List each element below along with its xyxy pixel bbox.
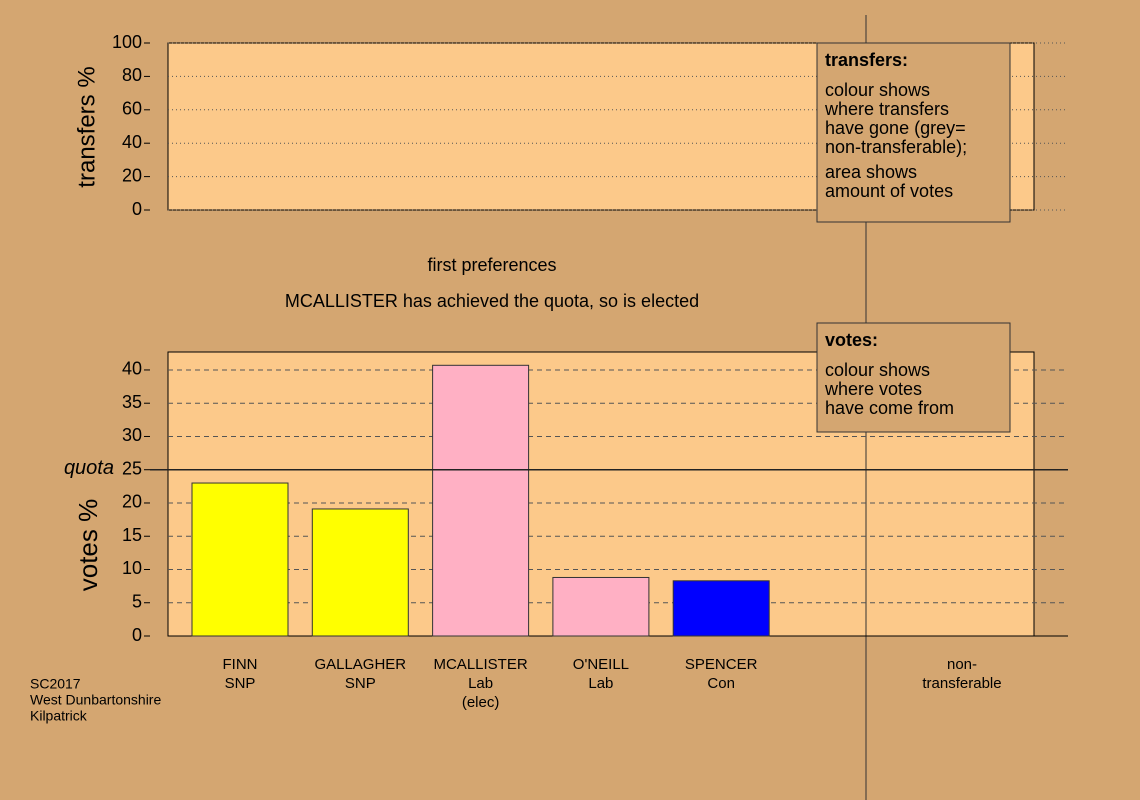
legend-title: votes: [825,330,878,350]
bar [311,508,409,637]
legend-text: have gone (grey= [825,118,966,138]
x-tick-label: Lab [588,675,613,692]
y-tick-label: 20 [122,492,142,512]
quota-label: quota [64,457,114,479]
y-tick-label: 35 [122,392,142,412]
x-tick-label: SNP [345,675,376,692]
y-tick-label: 25 [122,458,142,478]
x-tick-label: SNP [225,675,256,692]
bar [552,576,650,637]
y-axis-label: transfers % [73,66,100,187]
legend-text: amount of votes [825,181,953,201]
x-tick-label: transferable [922,675,1001,692]
y-tick-label: 100 [112,32,142,52]
legend-box [816,42,1011,223]
legend-text: have come from [825,398,954,418]
y-tick-label: 0 [132,199,142,219]
x-tick-label: Lab [468,675,493,692]
legend-text: colour shows [825,80,930,100]
chart-title: first preferences [427,255,556,275]
y-tick-label: 80 [122,65,142,85]
x-tick-label: Con [707,675,735,692]
y-tick-label: 40 [122,132,142,152]
legend-text: area shows [825,162,917,182]
y-tick-label: 40 [122,359,142,379]
x-tick-label: SPENCER [685,656,758,673]
bar [432,364,530,637]
legend-text: where votes [824,379,922,399]
y-tick-label: 30 [122,425,142,445]
y-tick-label: 20 [122,165,142,185]
legend-text: where transfers [824,99,949,119]
legend-box [816,322,1011,433]
footnote: West Dunbartonshire [30,692,161,708]
x-tick-label: GALLAGHER [314,656,406,673]
x-tick-label: MCALLISTER [433,656,527,673]
legend-text: non-transferable); [825,137,967,157]
y-tick-label: 0 [132,625,142,645]
footnote: Kilpatrick [30,708,88,724]
x-tick-label: FINN [223,656,258,673]
y-tick-label: 10 [122,558,142,578]
y-axis-label: votes % [73,499,103,592]
y-tick-label: 5 [132,591,142,611]
x-tick-label: (elec) [462,694,500,711]
legend-title: transfers: [825,50,908,70]
x-tick-label: non- [947,656,977,673]
footnote: SC2017 [30,676,81,692]
chart-subtitle: MCALLISTER has achieved the quota, so is… [285,291,699,311]
y-tick-label: 15 [122,525,142,545]
bar [672,580,770,637]
legend-text: colour shows [825,360,930,380]
y-tick-label: 60 [122,99,142,119]
bar [191,482,289,637]
x-tick-label: O'NEILL [573,656,629,673]
